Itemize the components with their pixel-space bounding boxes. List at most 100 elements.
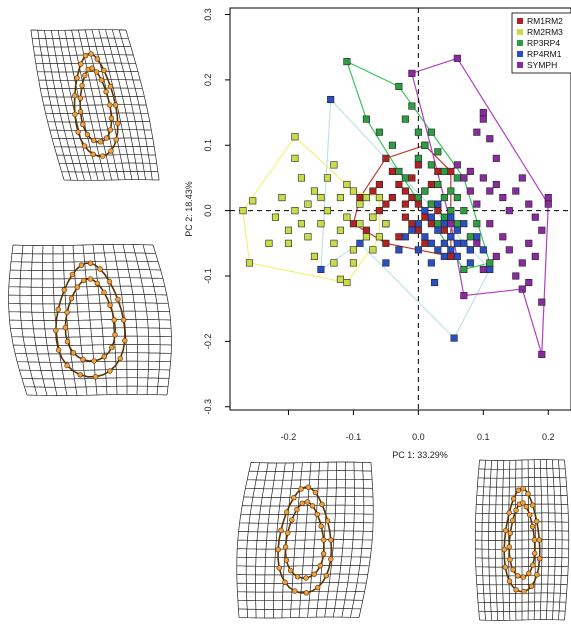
point-rp3rp4 [343, 58, 351, 66]
landmark-dot [520, 500, 526, 506]
point-rm2rm3 [284, 226, 293, 234]
point-rm2rm3 [323, 207, 331, 215]
point-rp4rm1 [466, 259, 474, 267]
point-rp3rp4 [395, 82, 403, 90]
landmark-dot [304, 499, 311, 505]
point-rm2rm3 [317, 194, 325, 202]
point-rm2rm3 [330, 239, 338, 247]
point-rm2rm3 [284, 239, 293, 247]
point-rp3rp4 [434, 220, 442, 228]
landmark-dot [87, 260, 94, 266]
landmark-dot [506, 578, 513, 584]
point-rm2rm3 [265, 239, 273, 247]
landmark-dot [321, 537, 327, 543]
landmark-dot [536, 555, 543, 562]
point-symph [479, 174, 487, 182]
point-symph [525, 200, 533, 208]
point-rm2rm3 [343, 278, 351, 287]
point-rm1rm2 [388, 167, 396, 175]
point-rp4rm1 [431, 278, 439, 287]
hull-rp3rp4 [345, 60, 491, 271]
landmark-dot [515, 487, 522, 493]
legend-swatch-rp3rp4 [517, 40, 523, 46]
point-rm1rm2 [362, 226, 370, 234]
landmark-dot [311, 571, 317, 577]
grid-lines [30, 29, 160, 181]
point-rp4rm1 [450, 334, 458, 342]
point-rm1rm2 [408, 220, 416, 228]
point-rp3rp4 [473, 220, 481, 228]
landmark-dot [284, 509, 290, 515]
point-symph [538, 298, 546, 306]
point-symph [453, 54, 461, 62]
point-rm2rm3 [375, 194, 383, 202]
point-rp3rp4 [434, 180, 442, 189]
hull-rm2rm3 [242, 135, 380, 284]
landmark-dot [303, 575, 309, 581]
y-tick-label: 0.1 [203, 139, 213, 152]
point-rm1rm2 [369, 187, 377, 195]
y-tick-label: 0.3 [203, 8, 213, 21]
landmark-dot [526, 512, 533, 518]
y-axis-ticks: -0.3 -0.2 -0.1 0.0 0.1 0.2 0.3 [203, 8, 230, 414]
point-rp3rp4 [466, 233, 474, 241]
landmark-dot [108, 148, 114, 154]
pca-scatter-plot: -0.2 -0.1 0.0 0.1 0.2 -0.3 -0.2 -0.1 0.0 0.1 0.2 0… [184, 7, 571, 460]
point-symph [492, 252, 500, 260]
point-rm2rm3 [349, 246, 357, 254]
landmark-dot [309, 503, 316, 509]
x-axis-label: PC 1: 33.29% [392, 450, 448, 460]
point-rp3rp4 [388, 141, 396, 149]
point-rp4rm1 [440, 252, 448, 260]
landmark-dot [55, 306, 61, 313]
point-symph [518, 259, 526, 267]
legend-label-symph: SYMPH [527, 60, 557, 70]
y-tick-label: -0.2 [203, 334, 213, 350]
point-rp4rm1 [414, 246, 422, 254]
landmark-dot [64, 309, 70, 316]
plot-frame [229, 7, 571, 411]
point-rm2rm3 [362, 194, 370, 202]
point-rp4rm1 [466, 246, 474, 254]
point-rm1rm2 [382, 200, 390, 208]
point-rm2rm3 [245, 259, 254, 267]
landmark-dot [525, 491, 531, 497]
point-rm1rm2 [401, 187, 409, 195]
point-rp4rm1 [317, 265, 325, 274]
point-rp4rm1 [434, 246, 442, 254]
point-symph [538, 226, 546, 234]
point-rm1rm2 [401, 213, 409, 221]
zero-reference-lines [230, 8, 571, 410]
point-rp3rp4 [434, 148, 442, 156]
landmark-dot [107, 102, 113, 108]
point-rp4rm1 [427, 259, 435, 267]
landmark-dot [115, 296, 121, 303]
point-rm2rm3 [362, 233, 370, 241]
point-rm2rm3 [343, 213, 351, 221]
point-rm2rm3 [297, 220, 305, 228]
point-symph [466, 167, 474, 175]
point-rp3rp4 [440, 194, 448, 202]
landmark-dot [92, 374, 99, 380]
landmark-dot [97, 266, 103, 272]
landmark-dot [77, 372, 83, 378]
point-rp4rm1 [434, 226, 442, 234]
landmark-dot [510, 517, 516, 524]
point-symph [544, 194, 552, 202]
grid-lines [474, 459, 570, 621]
point-rm2rm3 [336, 226, 344, 234]
landmark-dot [94, 56, 101, 62]
landmark-dot [328, 556, 334, 562]
landmark-dot [328, 537, 334, 543]
landmark-dot [291, 495, 297, 501]
landmark-dot [101, 67, 107, 74]
point-rm1rm2 [382, 239, 390, 247]
landmark-dot [77, 95, 84, 101]
landmark-dot [122, 337, 128, 344]
point-symph [531, 213, 539, 221]
point-rp3rp4 [421, 141, 429, 149]
landmark-dot [294, 573, 301, 580]
point-rp3rp4 [453, 194, 461, 202]
point-rm2rm3 [349, 259, 357, 267]
